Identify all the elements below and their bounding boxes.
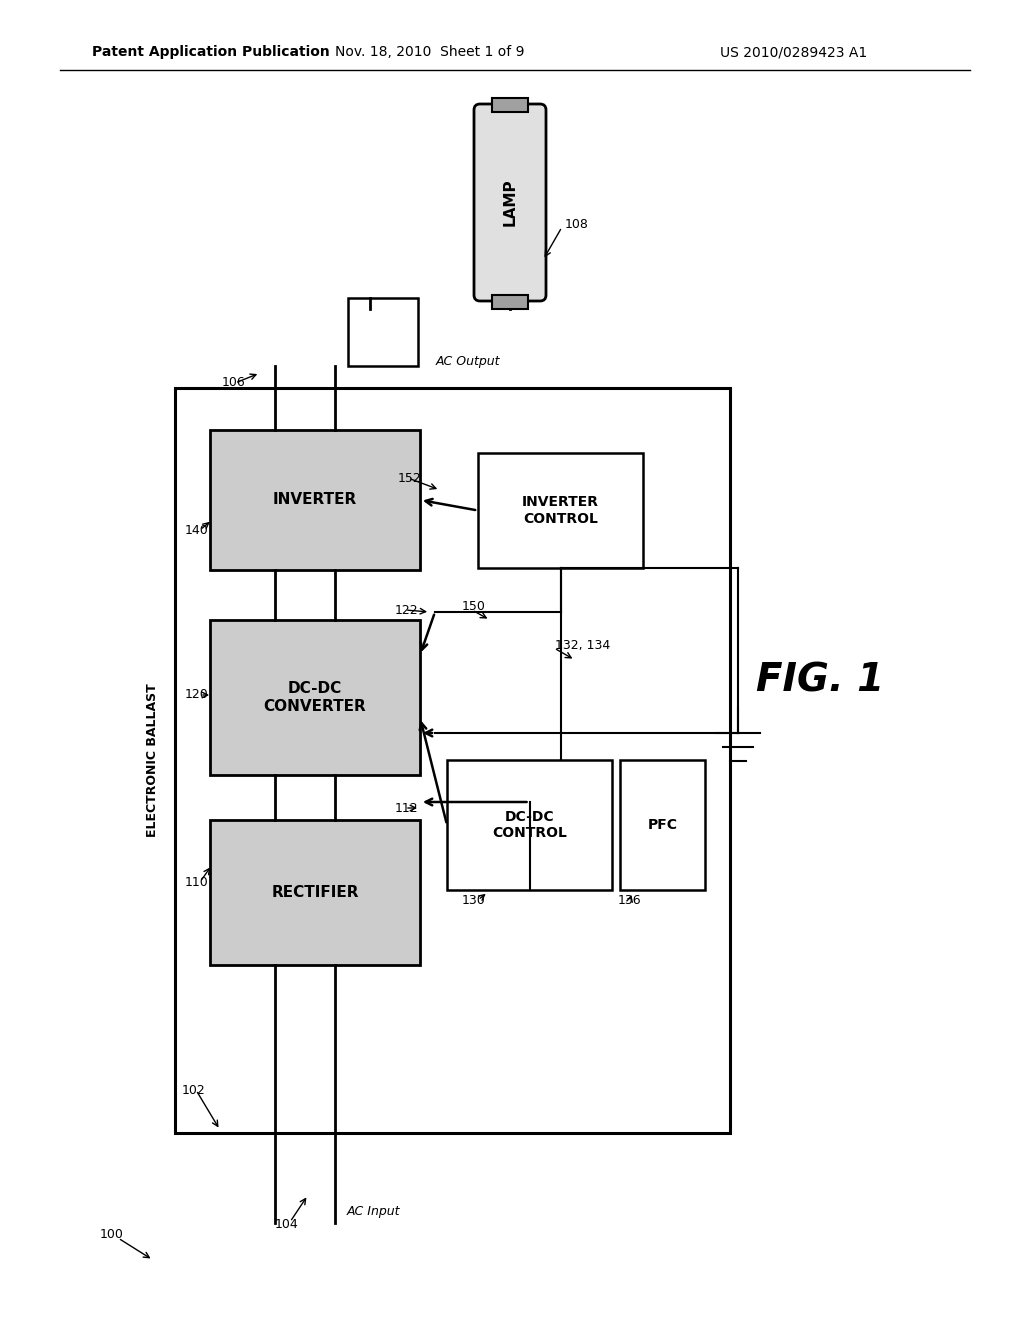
Text: AC Output: AC Output <box>436 355 501 368</box>
FancyBboxPatch shape <box>474 104 546 301</box>
Text: 110: 110 <box>185 875 209 888</box>
Text: PFC: PFC <box>647 818 678 832</box>
Bar <box>175 388 730 1133</box>
Bar <box>620 760 705 890</box>
Text: FIG. 1: FIG. 1 <box>756 661 884 700</box>
Text: 136: 136 <box>618 894 642 907</box>
Text: RECTIFIER: RECTIFIER <box>271 884 358 900</box>
Bar <box>492 294 528 309</box>
Text: Patent Application Publication: Patent Application Publication <box>92 45 330 59</box>
Text: 108: 108 <box>565 219 589 231</box>
Text: LAMP: LAMP <box>503 178 517 226</box>
Bar <box>210 430 420 570</box>
Bar <box>348 298 418 366</box>
Text: 132, 134: 132, 134 <box>555 639 610 652</box>
Text: 130: 130 <box>462 894 485 907</box>
Text: 122: 122 <box>395 603 419 616</box>
Text: 112: 112 <box>395 801 419 814</box>
Text: 100: 100 <box>100 1229 124 1242</box>
Text: 104: 104 <box>275 1218 299 1232</box>
Bar <box>210 820 420 965</box>
Text: 120: 120 <box>185 689 209 701</box>
Bar <box>447 760 612 890</box>
Text: 102: 102 <box>182 1084 206 1097</box>
Text: 140: 140 <box>185 524 209 536</box>
Text: US 2010/0289423 A1: US 2010/0289423 A1 <box>720 45 867 59</box>
Text: 150: 150 <box>462 601 485 614</box>
Text: Nov. 18, 2010  Sheet 1 of 9: Nov. 18, 2010 Sheet 1 of 9 <box>335 45 524 59</box>
Bar <box>210 620 420 775</box>
Text: 106: 106 <box>222 376 246 389</box>
Text: DC-DC
CONVERTER: DC-DC CONVERTER <box>263 681 367 714</box>
Text: ELECTRONIC BALLAST: ELECTRONIC BALLAST <box>146 684 160 837</box>
Bar <box>478 453 643 568</box>
Text: INVERTER
CONTROL: INVERTER CONTROL <box>522 495 599 525</box>
Text: 152: 152 <box>398 471 422 484</box>
Text: AC Input: AC Input <box>347 1205 400 1218</box>
Text: INVERTER: INVERTER <box>272 492 357 507</box>
Text: DC-DC
CONTROL: DC-DC CONTROL <box>493 810 567 840</box>
Bar <box>492 98 528 112</box>
